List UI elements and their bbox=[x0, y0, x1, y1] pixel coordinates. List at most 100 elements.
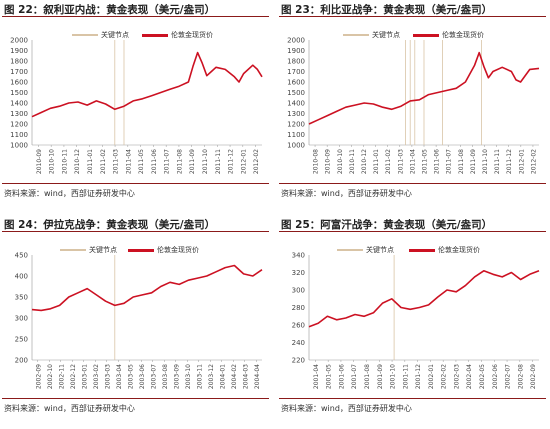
x-tick-label: 2003-01 bbox=[81, 364, 88, 389]
x-tick-label: 2011-03 bbox=[113, 149, 120, 174]
x-tick-label: 2011-04 bbox=[125, 149, 132, 174]
chart-svg: 1000 1100 1200 1300 1400 1500 1600 1700 1800 1900… bbox=[10, 37, 263, 174]
y-tick-label: 1500 bbox=[10, 89, 28, 97]
x-tick-label: 2011-06 bbox=[434, 149, 441, 174]
y-tick-label: 1600 bbox=[287, 79, 305, 87]
legend-label: 伦敦金现货价 bbox=[442, 31, 484, 39]
x-tick-label: 2001-12 bbox=[415, 364, 422, 389]
x-tick-label: 2010-09 bbox=[325, 149, 332, 174]
legend-key-node: 关键节点 bbox=[337, 245, 394, 255]
x-tick-label: 2002-11 bbox=[58, 364, 65, 389]
y-tick-label: 240 bbox=[292, 339, 305, 347]
y-tick-label: 1200 bbox=[287, 121, 305, 129]
legend-price: 伦敦金现货价 bbox=[142, 30, 213, 40]
y-tick-label: 1900 bbox=[287, 47, 305, 55]
legend-key-node: 关键节点 bbox=[343, 30, 400, 40]
legend-key-node: 关键节点 bbox=[72, 30, 129, 40]
x-tick-label: 2011-04 bbox=[409, 149, 416, 174]
y-tick-label: 1000 bbox=[10, 142, 28, 150]
gold-price-line bbox=[308, 270, 540, 328]
x-tick-label: 2010-09 bbox=[36, 149, 43, 174]
chart-svg: 1000 1100 1200 1300 1400 1500 1600 1700 1800 1900… bbox=[287, 37, 540, 174]
x-tick-label: 2002-05 bbox=[479, 364, 486, 389]
gold-price-line bbox=[308, 51, 540, 125]
x-tick-label: 2003-07 bbox=[150, 364, 157, 389]
x-tick-label: 2011-09 bbox=[189, 149, 196, 174]
x-tick-label: 2001-10 bbox=[390, 364, 397, 389]
legend-label: 伦敦金现货价 bbox=[438, 246, 480, 254]
legend-label: 伦敦金现货价 bbox=[171, 31, 213, 39]
title-rule bbox=[279, 231, 546, 232]
x-tick-label: 2011-10 bbox=[202, 149, 209, 174]
source-rule bbox=[2, 183, 269, 184]
source-rule bbox=[279, 398, 546, 399]
title-rule bbox=[2, 16, 269, 17]
x-tick-label: 2011-06 bbox=[151, 149, 158, 174]
legend-swatch-key-node bbox=[72, 34, 98, 36]
y-tick-label: 1200 bbox=[10, 121, 28, 129]
x-tick-label: 2002-01 bbox=[428, 364, 435, 389]
x-tick-label: 2010-10 bbox=[49, 149, 56, 174]
x-tick-label: 2001-08 bbox=[364, 364, 371, 389]
y-tick-label: 1300 bbox=[10, 110, 28, 118]
y-tick-label: 450 bbox=[15, 252, 28, 260]
legend-swatch-key-node bbox=[60, 249, 86, 251]
gold-price-line bbox=[31, 51, 263, 118]
x-tick-label: 2011-07 bbox=[446, 149, 453, 174]
legend-label: 关键节点 bbox=[366, 246, 394, 254]
x-tick-label: 2003-11 bbox=[196, 364, 203, 389]
y-tick-label: 1600 bbox=[10, 79, 28, 87]
x-tick-label: 2003-02 bbox=[93, 364, 100, 389]
legend-swatch-key-node bbox=[337, 249, 363, 251]
legend-label: 关键节点 bbox=[89, 246, 117, 254]
y-tick-label: 400 bbox=[15, 273, 28, 281]
x-tick-label: 2003-06 bbox=[139, 364, 146, 389]
x-tick-label: 2011-09 bbox=[470, 149, 477, 174]
y-tick-label: 350 bbox=[15, 294, 28, 302]
x-tick-label: 2003-08 bbox=[162, 364, 169, 389]
x-tick-label: 2001-09 bbox=[377, 364, 384, 389]
chart-title: 图 23：利比亚战争：黄金表现（美元/盎司） bbox=[281, 4, 493, 16]
x-tick-label: 2011-03 bbox=[397, 149, 404, 174]
x-tick-label: 2011-02 bbox=[100, 149, 107, 174]
x-tick-label: 2002-12 bbox=[70, 364, 77, 389]
title-rule bbox=[279, 16, 546, 17]
y-tick-label: 1500 bbox=[287, 89, 305, 97]
x-tick-label: 2010-12 bbox=[361, 149, 368, 174]
x-tick-label: 2003-04 bbox=[116, 364, 123, 389]
y-tick-label: 1700 bbox=[287, 68, 305, 76]
y-tick-label: 1000 bbox=[287, 142, 305, 150]
x-tick-label: 2003-12 bbox=[208, 364, 215, 389]
y-tick-label: 320 bbox=[292, 269, 305, 277]
y-tick-label: 1800 bbox=[10, 58, 28, 66]
x-tick-label: 2012-02 bbox=[253, 149, 260, 174]
x-tick-label: 2011-05 bbox=[422, 149, 429, 174]
legend-label: 关键节点 bbox=[372, 31, 400, 39]
x-tick-label: 2001-07 bbox=[351, 364, 358, 389]
x-tick-label: 2001-06 bbox=[338, 364, 345, 389]
x-tick-label: 2011-05 bbox=[138, 149, 145, 174]
legend-swatch-price bbox=[409, 248, 435, 252]
legend-price: 伦敦金现货价 bbox=[413, 30, 484, 40]
source-note: 资料来源：wind，西部证券研发中心 bbox=[281, 404, 412, 413]
x-tick-label: 2011-07 bbox=[164, 149, 171, 174]
x-tick-label: 2011-02 bbox=[385, 149, 392, 174]
x-tick-label: 2001-04 bbox=[313, 364, 320, 389]
legend-swatch-price bbox=[413, 33, 439, 37]
x-tick-label: 2010-12 bbox=[74, 149, 81, 174]
x-tick-label: 2012-01 bbox=[240, 149, 247, 174]
x-tick-label: 2002-03 bbox=[453, 364, 460, 389]
legend-swatch-key-node bbox=[343, 34, 369, 36]
legend-swatch-price bbox=[142, 33, 168, 37]
y-tick-label: 1900 bbox=[10, 47, 28, 55]
x-tick-label: 2011-12 bbox=[228, 149, 235, 174]
x-tick-label: 2011-01 bbox=[87, 149, 94, 174]
y-tick-label: 250 bbox=[15, 336, 28, 344]
y-tick-label: 200 bbox=[15, 357, 28, 365]
source-note: 资料来源：wind，西部证券研发中心 bbox=[4, 404, 135, 413]
x-tick-label: 2002-08 bbox=[517, 364, 524, 389]
x-tick-label: 2012-01 bbox=[518, 149, 525, 174]
chart-svg: 220 240 260 280 300 320 340 2001-04 2001-05 2001-… bbox=[292, 252, 540, 389]
x-tick-label: 2004-01 bbox=[219, 364, 226, 389]
x-tick-label: 2010-11 bbox=[349, 149, 356, 174]
